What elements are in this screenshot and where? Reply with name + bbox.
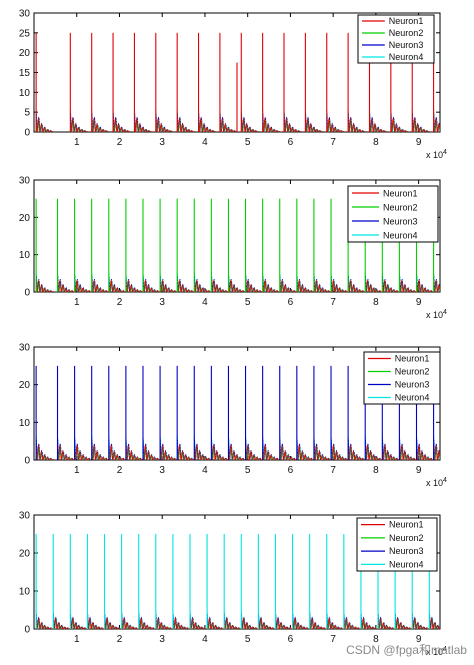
x-multiplier: x 104 bbox=[426, 477, 447, 488]
x-tick-label: 1 bbox=[74, 297, 80, 308]
x-tick-label: 5 bbox=[245, 634, 251, 645]
y-tick-label: 30 bbox=[19, 343, 31, 354]
x-tick-label: 4 bbox=[202, 137, 208, 148]
legend-label-neuron2: Neuron2 bbox=[389, 28, 424, 38]
legend-label-neuron4: Neuron4 bbox=[389, 52, 424, 62]
legend-label-neuron3: Neuron3 bbox=[389, 546, 424, 556]
legend-label-neuron2: Neuron2 bbox=[389, 533, 424, 543]
x-tick-label: 4 bbox=[202, 297, 208, 308]
x-tick-label: 6 bbox=[288, 634, 294, 645]
burst-trace-neuron1 bbox=[36, 279, 440, 292]
y-tick-label: 5 bbox=[24, 108, 30, 119]
x-tick-label: 6 bbox=[288, 465, 294, 476]
x-tick-label: 4 bbox=[202, 634, 208, 645]
legend: Neuron1 Neuron2 Neuron3 Neuron4 bbox=[356, 517, 438, 572]
y-tick-label: 0 bbox=[24, 288, 30, 299]
x-tick-label: 8 bbox=[373, 465, 379, 476]
legend-box bbox=[363, 351, 441, 405]
legend-label-neuron1: Neuron1 bbox=[389, 16, 424, 26]
y-tick-label: 20 bbox=[19, 549, 31, 560]
x-tick-label: 2 bbox=[117, 137, 123, 148]
legend-label-neuron2: Neuron2 bbox=[395, 366, 430, 376]
watermark: CSDN @fpga和matlab bbox=[346, 643, 467, 657]
legend-label-neuron3: Neuron3 bbox=[383, 216, 418, 226]
y-tick-label: 15 bbox=[19, 68, 31, 79]
x-tick-label: 9 bbox=[416, 137, 422, 148]
x-tick-label: 9 bbox=[416, 297, 422, 308]
legend: Neuron1 Neuron2 Neuron3 Neuron4 bbox=[347, 185, 439, 243]
x-tick-label: 7 bbox=[330, 137, 336, 148]
y-tick-label: 10 bbox=[19, 587, 31, 598]
y-tick-label: 0 bbox=[24, 456, 30, 467]
burst-trace-neuron1 bbox=[36, 444, 440, 460]
y-tick-label: 25 bbox=[19, 28, 31, 39]
x-tick-label: 3 bbox=[159, 634, 165, 645]
x-tick-label: 2 bbox=[117, 465, 123, 476]
x-tick-label: 6 bbox=[288, 137, 294, 148]
y-tick-label: 10 bbox=[19, 418, 31, 429]
legend-label-neuron2: Neuron2 bbox=[383, 202, 418, 212]
legend-label-neuron1: Neuron1 bbox=[389, 520, 424, 530]
legend: Neuron1 Neuron2 Neuron3 Neuron4 bbox=[357, 14, 435, 64]
x-tick-label: 7 bbox=[330, 634, 336, 645]
legend-label-neuron3: Neuron3 bbox=[395, 379, 430, 389]
x-tick-label: 9 bbox=[416, 634, 422, 645]
x-tick-label: 3 bbox=[159, 297, 165, 308]
x-tick-label: 9 bbox=[416, 465, 422, 476]
legend-label-neuron4: Neuron4 bbox=[383, 230, 418, 240]
y-tick-label: 10 bbox=[19, 250, 31, 261]
legend-label-neuron4: Neuron4 bbox=[389, 559, 424, 569]
x-tick-label: 1 bbox=[74, 634, 80, 645]
x-multiplier: x 104 bbox=[426, 309, 447, 320]
x-tick-label: 8 bbox=[373, 297, 379, 308]
traces bbox=[35, 32, 440, 132]
x-multiplier: x 104 bbox=[426, 149, 447, 160]
x-tick-label: 6 bbox=[288, 297, 294, 308]
x-tick-label: 2 bbox=[117, 634, 123, 645]
x-tick-label: 1 bbox=[74, 465, 80, 476]
x-tick-label: 5 bbox=[245, 297, 251, 308]
burst-trace-neuron1 bbox=[36, 617, 440, 629]
y-tick-label: 0 bbox=[24, 625, 30, 636]
y-tick-label: 30 bbox=[19, 9, 31, 20]
x-tick-label: 7 bbox=[330, 465, 336, 476]
y-tick-label: 20 bbox=[19, 48, 31, 59]
legend-label-neuron1: Neuron1 bbox=[395, 353, 430, 363]
legend: Neuron1 Neuron2 Neuron3 Neuron4 bbox=[363, 351, 441, 405]
legend-box bbox=[356, 517, 438, 572]
x-tick-label: 3 bbox=[159, 465, 165, 476]
y-tick-label: 10 bbox=[19, 88, 31, 99]
x-tick-label: 2 bbox=[117, 297, 123, 308]
y-tick-label: 30 bbox=[19, 176, 31, 187]
y-tick-label: 0 bbox=[24, 128, 30, 139]
x-tick-label: 8 bbox=[373, 634, 379, 645]
x-tick-label: 7 bbox=[330, 297, 336, 308]
legend-box bbox=[347, 185, 439, 243]
x-tick-label: 5 bbox=[245, 137, 251, 148]
burst-trace-neuron1 bbox=[36, 117, 440, 132]
legend-box bbox=[357, 14, 435, 64]
y-tick-label: 30 bbox=[19, 511, 31, 522]
chart-1: 0 5 10 15 20 25 30 1 2 3 4 5 6 7 8 9 x 104 Neuron1 Neuron2… bbox=[19, 9, 447, 161]
legend-label-neuron4: Neuron4 bbox=[395, 392, 430, 402]
x-tick-label: 1 bbox=[74, 137, 80, 148]
legend-label-neuron1: Neuron1 bbox=[383, 188, 418, 198]
y-tick-label: 20 bbox=[19, 380, 31, 391]
x-tick-label: 4 bbox=[202, 465, 208, 476]
y-tick-label: 20 bbox=[19, 213, 31, 224]
x-tick-label: 3 bbox=[159, 137, 165, 148]
x-multiplier: x 104 bbox=[426, 646, 447, 657]
x-tick-label: 5 bbox=[245, 465, 251, 476]
x-tick-label: 8 bbox=[373, 137, 379, 148]
legend-label-neuron3: Neuron3 bbox=[389, 40, 424, 50]
